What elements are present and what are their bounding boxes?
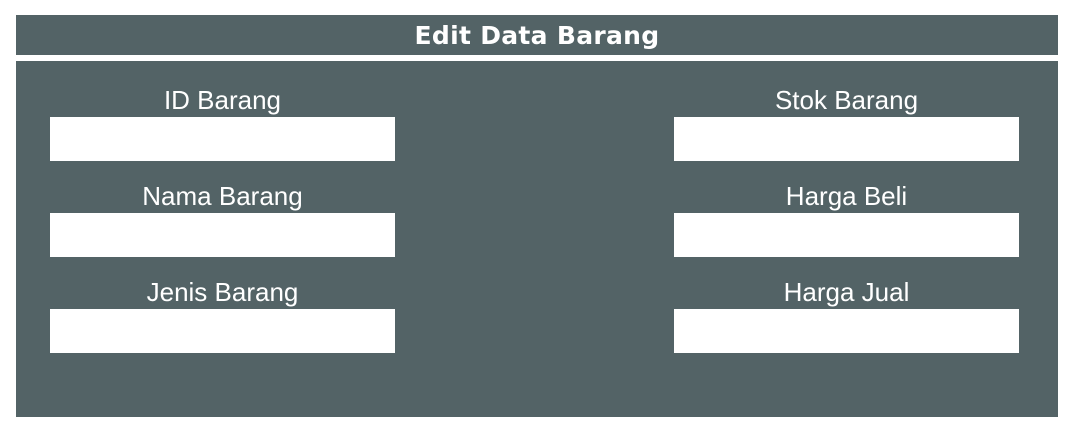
- page-title: Edit Data Barang: [414, 20, 660, 50]
- harga-beli-input[interactable]: [674, 213, 1019, 257]
- nama-barang-input[interactable]: [50, 213, 395, 257]
- nama-barang-label: Nama Barang: [142, 181, 303, 211]
- header-bar: Edit Data Barang: [16, 15, 1058, 55]
- jenis-barang-input[interactable]: [50, 309, 395, 353]
- stok-barang-input[interactable]: [674, 117, 1019, 161]
- stok-barang-label: Stok Barang: [774, 85, 919, 115]
- jenis-barang-label: Jenis Barang: [146, 277, 299, 307]
- harga-beli-label: Harga Beli: [785, 181, 908, 211]
- id-barang-input[interactable]: [50, 117, 395, 161]
- edit-form-panel: ID Barang Nama Barang Jenis Barang Stok …: [16, 61, 1058, 417]
- harga-jual-label: Harga Jual: [783, 277, 910, 307]
- id-barang-label: ID Barang: [163, 85, 282, 115]
- harga-jual-input[interactable]: [674, 309, 1019, 353]
